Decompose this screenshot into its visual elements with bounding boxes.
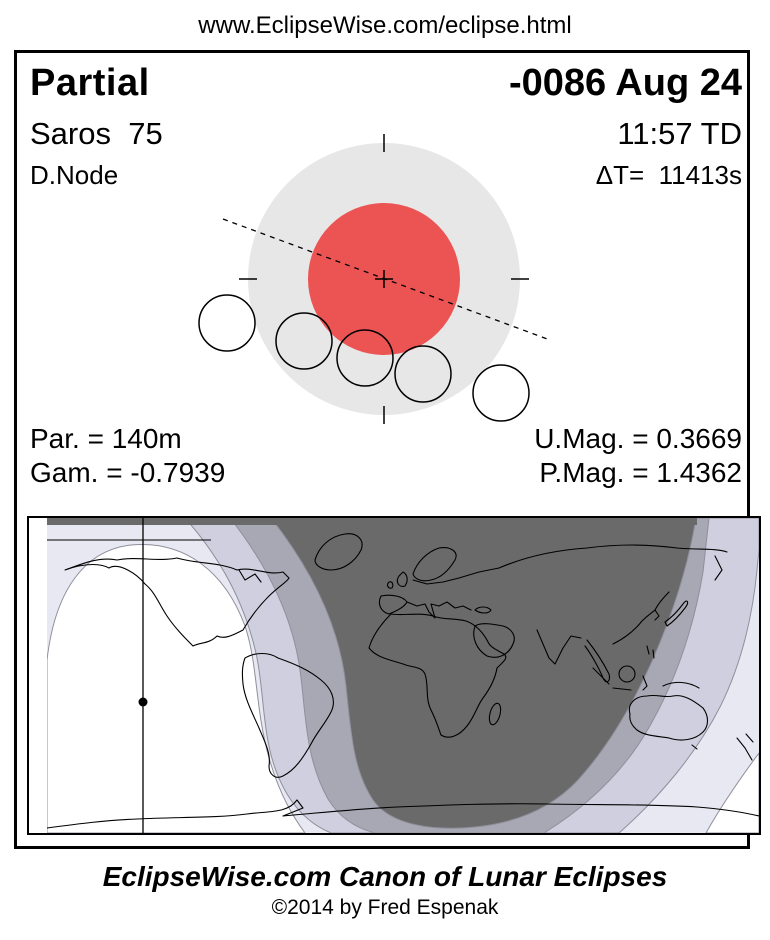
eclipse-geometry-diagram: [198, 134, 551, 424]
delta-t-label: ΔT= 11413s: [595, 160, 742, 190]
zone-entire-eclipse-visible: [269, 517, 697, 829]
copyright-line: ©2014 by Fred Espenak: [271, 896, 499, 919]
moon-contact-circle-2: [275, 312, 333, 370]
moon-contact-circle-5: [472, 364, 530, 422]
moon-contact-circle-3: [336, 329, 394, 387]
moon-contact-circle-1: [198, 294, 256, 352]
node-label: D.Node: [30, 160, 119, 190]
moon-contact-circle-4: [394, 345, 452, 403]
saros-label: Saros 75: [30, 116, 163, 151]
visibility-map: [27, 516, 761, 835]
canon-title: EclipseWise.com Canon of Lunar Eclipses: [102, 861, 668, 892]
card-frame: [14, 50, 750, 849]
penumbral-magnitude-label: P.Mag. = 1.4362: [539, 457, 742, 488]
umbral-magnitude-label: U.Mag. = 0.3669: [534, 423, 742, 454]
coastlines: [46, 533, 760, 829]
source-url-text: www.EclipseWise.com/eclipse.html: [198, 12, 572, 39]
greatest-eclipse-time: 11:57 TD: [617, 116, 742, 151]
parallax-label: Par. = 140m: [30, 423, 182, 454]
moon-zenith-point-dot: [138, 697, 148, 707]
gamma-label: Gam. = -0.7939: [30, 457, 226, 488]
eclipse-date-label: -0086 Aug 24: [508, 62, 742, 104]
eclipse-type-label: Partial: [30, 62, 150, 104]
zone-polar-strip: [46, 518, 697, 525]
visibility-map-svg: [46, 517, 760, 834]
